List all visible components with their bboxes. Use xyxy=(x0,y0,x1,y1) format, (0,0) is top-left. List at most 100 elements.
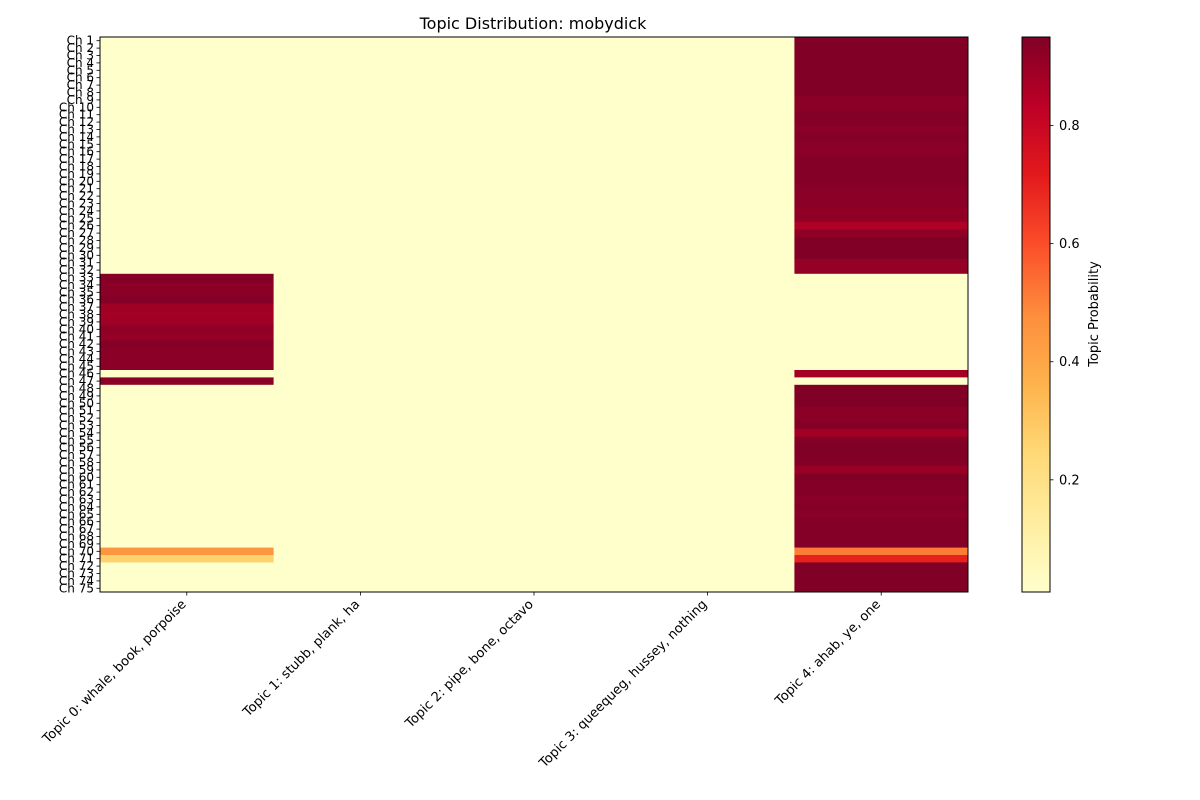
heatmap-cell xyxy=(100,66,274,75)
heatmap-cell xyxy=(620,458,795,467)
heatmap-cell xyxy=(273,518,448,526)
heatmap-cell xyxy=(794,281,969,289)
x-tick-label: Topic 3: queequeg, hussey, nothing xyxy=(536,597,710,771)
heatmap-cell xyxy=(447,473,622,482)
heatmap-cell xyxy=(100,303,274,312)
heatmap-cell xyxy=(447,325,622,334)
y-tick-label: Ch 1 xyxy=(67,34,94,48)
heatmap-cell xyxy=(447,577,622,585)
y-tick-label: Ch 13 xyxy=(59,123,94,137)
heatmap-cell xyxy=(273,192,448,201)
heatmap-cell xyxy=(273,370,448,378)
heatmap-cell xyxy=(100,399,274,408)
heatmap-cell xyxy=(100,118,274,127)
heatmap-cell xyxy=(620,584,795,593)
heatmap-cell xyxy=(447,222,622,230)
colorbar-tick-label: 0.8 xyxy=(1059,119,1080,134)
y-tick-label: Ch 60 xyxy=(59,470,94,484)
heatmap-cell xyxy=(100,333,274,341)
heatmap-cell xyxy=(100,577,274,585)
heatmap-cell xyxy=(273,37,448,45)
heatmap-cell xyxy=(447,66,622,75)
heatmap-cell xyxy=(100,214,274,223)
x-tick-label: Topic 2: pipe, bone, octavo xyxy=(402,597,537,732)
heatmap-cell xyxy=(794,510,969,519)
heatmap-cell xyxy=(620,111,795,119)
heatmap-cell xyxy=(620,333,795,341)
heatmap-cell xyxy=(794,532,969,541)
heatmap-cell xyxy=(794,177,969,186)
heatmap-cell xyxy=(273,503,448,511)
heatmap-cell xyxy=(447,192,622,201)
heatmap-cell xyxy=(447,429,622,437)
heatmap-cell xyxy=(620,229,795,238)
heatmap-cell xyxy=(620,540,795,548)
colorbar xyxy=(1021,36,1051,593)
heatmap-cell xyxy=(273,458,448,467)
heatmap-cell xyxy=(794,547,969,556)
heatmap-cell xyxy=(273,259,448,267)
heatmap-cell xyxy=(794,355,969,363)
y-tick-label: Ch 74 xyxy=(59,574,94,588)
heatmap-cell xyxy=(794,251,969,260)
heatmap-cell xyxy=(447,377,622,386)
heatmap-cell xyxy=(794,584,969,593)
heatmap-cell xyxy=(794,569,969,578)
heatmap-cell xyxy=(620,281,795,289)
y-tick-label: Ch 21 xyxy=(59,182,94,196)
heatmap-cell xyxy=(620,118,795,127)
heatmap-cell xyxy=(273,414,448,423)
heatmap-cell xyxy=(273,473,448,482)
heatmap-cell xyxy=(620,273,795,282)
heatmap-cell xyxy=(273,266,448,275)
y-tick-label: Ch 31 xyxy=(59,256,94,270)
heatmap-cell xyxy=(100,251,274,260)
heatmap-cell xyxy=(273,362,448,371)
heatmap-cell xyxy=(447,251,622,260)
heatmap-cell xyxy=(447,547,622,556)
heatmap-cell xyxy=(447,44,622,53)
heatmap-cell xyxy=(100,510,274,519)
heatmap-cell xyxy=(447,458,622,467)
heatmap-cell xyxy=(620,562,795,571)
heatmap-cell xyxy=(620,340,795,349)
heatmap-cell xyxy=(273,577,448,585)
heatmap-cell xyxy=(794,325,969,334)
heatmap-cell xyxy=(273,547,448,556)
heatmap-cell xyxy=(447,421,622,430)
heatmap-cell xyxy=(794,59,969,67)
heatmap-cell xyxy=(794,577,969,585)
heatmap-cell xyxy=(447,444,622,452)
heatmap-cell xyxy=(447,96,622,104)
heatmap-cell xyxy=(620,66,795,75)
heatmap-cell xyxy=(273,111,448,119)
heatmap-cell xyxy=(794,207,969,215)
heatmap-cell xyxy=(620,451,795,460)
heatmap-cell xyxy=(100,414,274,423)
y-tick-label: Ch 10 xyxy=(59,100,94,114)
y-tick-label: Ch 29 xyxy=(59,241,94,255)
heatmap-cell xyxy=(794,444,969,452)
heatmap-cell xyxy=(620,140,795,149)
y-tick-label: Ch 69 xyxy=(59,537,94,551)
y-tick-label: Ch 15 xyxy=(59,137,94,151)
y-tick-label: Ch 9 xyxy=(67,93,94,107)
heatmap-cell xyxy=(794,518,969,526)
heatmap-cell xyxy=(620,488,795,497)
heatmap-cell xyxy=(794,96,969,104)
heatmap-cell xyxy=(447,333,622,341)
heatmap-cell xyxy=(447,370,622,378)
heatmap-cell xyxy=(100,125,274,134)
heatmap-cell xyxy=(620,370,795,378)
heatmap-cell xyxy=(100,362,274,371)
heatmap-cell xyxy=(100,185,274,193)
heatmap-cell xyxy=(620,310,795,319)
x-tick-label: Topic 1: stubb, plank, ha xyxy=(240,597,363,720)
heatmap-cell xyxy=(620,170,795,178)
y-tick-label: Ch 55 xyxy=(59,433,94,447)
heatmap-cell xyxy=(794,303,969,312)
heatmap-cell xyxy=(100,458,274,467)
heatmap-cell xyxy=(620,532,795,541)
heatmap-cell xyxy=(273,96,448,104)
y-tick-label: Ch 47 xyxy=(59,374,94,388)
